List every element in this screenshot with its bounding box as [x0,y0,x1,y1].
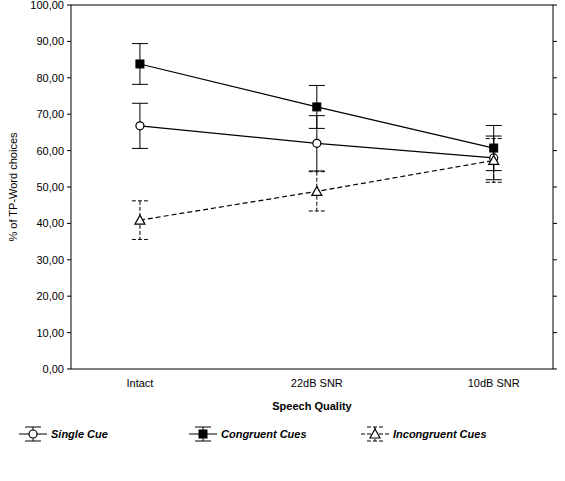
y-tick-right [553,187,557,188]
y-tick [67,5,71,6]
legend-item: Incongruent Cues [361,427,487,441]
y-tick [67,296,71,297]
x-tick-label: Intact [126,377,153,389]
plot-area [132,44,502,240]
y-tick [67,259,71,260]
y-tick-label: 30,00 [36,254,64,266]
y-tick-right [553,41,557,42]
y-tick-right [553,369,557,370]
error-bar [132,201,148,240]
y-tick-label: 100,00 [30,0,64,11]
marker [370,429,380,438]
legend-symbol [367,441,383,442]
error-cap [132,200,148,201]
marker [199,430,207,438]
series-line [140,160,494,220]
y-tick-right [553,259,557,260]
marker [136,60,144,68]
legend-label: Incongruent Cues [393,428,487,440]
y-tick-label: 0,00 [43,363,64,375]
y-tick-label: 60,00 [36,145,64,157]
marker [489,155,499,164]
y-tick-right [553,296,557,297]
y-tick-label: 90,00 [36,35,64,47]
y-tick [67,187,71,188]
legend-symbol [25,427,41,428]
y-tick-label: 70,00 [36,108,64,120]
y-tick-label: 10,00 [36,327,64,339]
x-tick-label: 22dB SNR [291,377,343,389]
error-cap [132,84,148,85]
series-line [140,64,494,148]
marker [313,103,321,111]
y-tick [67,41,71,42]
legend-symbol [195,441,211,442]
error-cap [309,128,325,129]
y-tick [67,369,71,370]
y-tick-label: 20,00 [36,290,64,302]
y-tick-label: 50,00 [36,181,64,193]
marker [312,186,322,195]
y-tick [67,223,71,224]
error-cap [486,138,502,139]
legend-label: Congruent Cues [221,428,307,440]
y-tick-right [553,223,557,224]
legend-symbol [25,441,41,442]
marker [135,215,145,224]
error-bar [309,172,325,211]
error-cap [309,170,325,171]
error-cap [132,103,148,104]
error-bar [132,103,148,148]
marker [313,139,321,147]
legend-item: Single Cue [19,427,108,441]
y-tick-right [553,114,557,115]
y-tick [67,114,71,115]
legend-symbol [195,427,211,428]
chart: 0,00 10,00 20,00 30,00 40,00 50,00 60,00 70,00 8… [0,0,565,481]
y-tick-label: 40,00 [36,217,64,229]
y-tick [67,332,71,333]
error-bar [132,44,148,85]
marker [29,430,37,438]
legend-label: Single Cue [51,428,108,440]
x-axis-label: Speech Quality [272,400,352,412]
y-tick-right [553,77,557,78]
y-tick-label: 80,00 [36,72,64,84]
error-cap [309,85,325,86]
legend: Single Cue Congruent Cues Incongruent Cues [19,427,487,441]
error-bar [486,139,502,183]
y-tick-right [553,150,557,151]
y-tick [67,150,71,151]
error-cap [309,171,325,172]
error-bar [309,85,325,128]
y-tick-right [553,5,557,6]
legend-symbol [367,427,383,428]
error-cap [486,179,502,180]
legend-item: Congruent Cues [189,427,307,441]
error-cap [132,148,148,149]
y-axis-label: % of TP-Word choices [7,132,19,242]
plot-frame [71,5,553,369]
y-tick-right [553,332,557,333]
error-cap [132,43,148,44]
error-cap [486,182,502,183]
y-tick [67,77,71,78]
marker [136,122,144,130]
error-cap [486,125,502,126]
error-cap [132,239,148,240]
error-cap [309,211,325,212]
x-tick-label: 10dB SNR [468,377,520,389]
